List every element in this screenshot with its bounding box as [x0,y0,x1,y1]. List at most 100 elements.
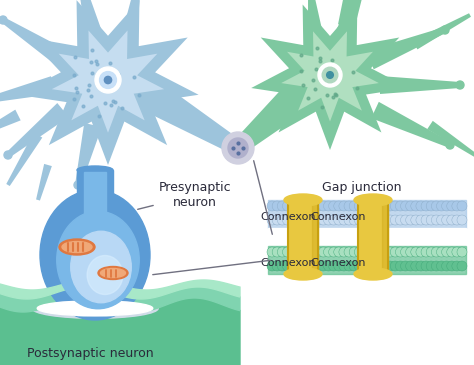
Text: Connexon: Connexon [310,212,366,222]
Circle shape [319,261,328,271]
Text: Connexon: Connexon [260,212,316,222]
Circle shape [411,247,421,257]
Polygon shape [52,31,164,133]
Ellipse shape [40,190,150,320]
Circle shape [390,247,400,257]
Polygon shape [281,31,379,122]
Ellipse shape [284,194,322,206]
Circle shape [272,247,282,257]
Polygon shape [0,287,240,312]
Circle shape [426,247,436,257]
Text: Postsynaptic neuron: Postsynaptic neuron [27,346,153,360]
Circle shape [303,201,313,211]
Circle shape [328,201,338,211]
Polygon shape [427,121,474,157]
Circle shape [457,261,467,271]
Polygon shape [412,13,471,49]
Ellipse shape [354,268,392,280]
Polygon shape [380,76,460,94]
Circle shape [411,201,421,211]
Circle shape [380,201,390,211]
Circle shape [104,76,112,84]
Ellipse shape [77,166,113,174]
Circle shape [447,261,457,271]
Circle shape [328,261,338,271]
Circle shape [228,138,248,158]
Ellipse shape [32,298,158,318]
Circle shape [431,201,441,211]
Bar [268,246,466,274]
Circle shape [421,247,431,257]
Circle shape [298,215,308,225]
Circle shape [323,261,334,271]
Circle shape [344,215,354,225]
Circle shape [442,247,452,257]
Circle shape [354,201,365,211]
Circle shape [298,247,308,257]
Ellipse shape [284,268,322,280]
Circle shape [272,261,282,271]
Circle shape [323,215,334,225]
Circle shape [4,151,12,159]
Ellipse shape [98,266,128,280]
Circle shape [457,215,467,225]
Circle shape [406,247,416,257]
Circle shape [390,201,400,211]
Circle shape [334,201,344,211]
Polygon shape [129,73,242,155]
Circle shape [334,247,344,257]
Circle shape [411,261,421,271]
Ellipse shape [57,211,139,309]
Circle shape [406,261,416,271]
Circle shape [277,247,287,257]
Polygon shape [75,123,102,186]
Circle shape [313,247,323,257]
Circle shape [437,247,447,257]
Circle shape [370,201,380,211]
Circle shape [437,201,447,211]
Circle shape [359,215,369,225]
Circle shape [283,201,292,211]
Circle shape [416,201,426,211]
Circle shape [272,215,282,225]
Bar [268,228,466,246]
Polygon shape [36,164,52,200]
Circle shape [303,261,313,271]
Circle shape [277,201,287,211]
Circle shape [416,247,426,257]
Circle shape [288,201,298,211]
Circle shape [375,215,385,225]
Circle shape [339,247,349,257]
Circle shape [421,215,431,225]
Circle shape [375,201,385,211]
Circle shape [401,215,410,225]
Circle shape [313,215,323,225]
Circle shape [267,261,277,271]
Circle shape [431,247,441,257]
Circle shape [385,201,395,211]
Circle shape [95,67,121,93]
Circle shape [421,261,431,271]
Circle shape [349,261,359,271]
Circle shape [380,261,390,271]
Circle shape [298,201,308,211]
Circle shape [267,215,277,225]
Circle shape [457,247,467,257]
Circle shape [319,215,328,225]
Circle shape [359,261,369,271]
Circle shape [365,201,374,211]
Circle shape [323,201,334,211]
Circle shape [334,215,344,225]
Circle shape [292,247,303,257]
Circle shape [426,261,436,271]
Circle shape [380,215,390,225]
Circle shape [288,247,298,257]
Circle shape [308,247,318,257]
Polygon shape [120,0,141,43]
Circle shape [308,261,318,271]
Circle shape [267,201,277,211]
Circle shape [452,201,462,211]
Circle shape [283,215,292,225]
Circle shape [442,201,452,211]
Bar [288,200,318,274]
